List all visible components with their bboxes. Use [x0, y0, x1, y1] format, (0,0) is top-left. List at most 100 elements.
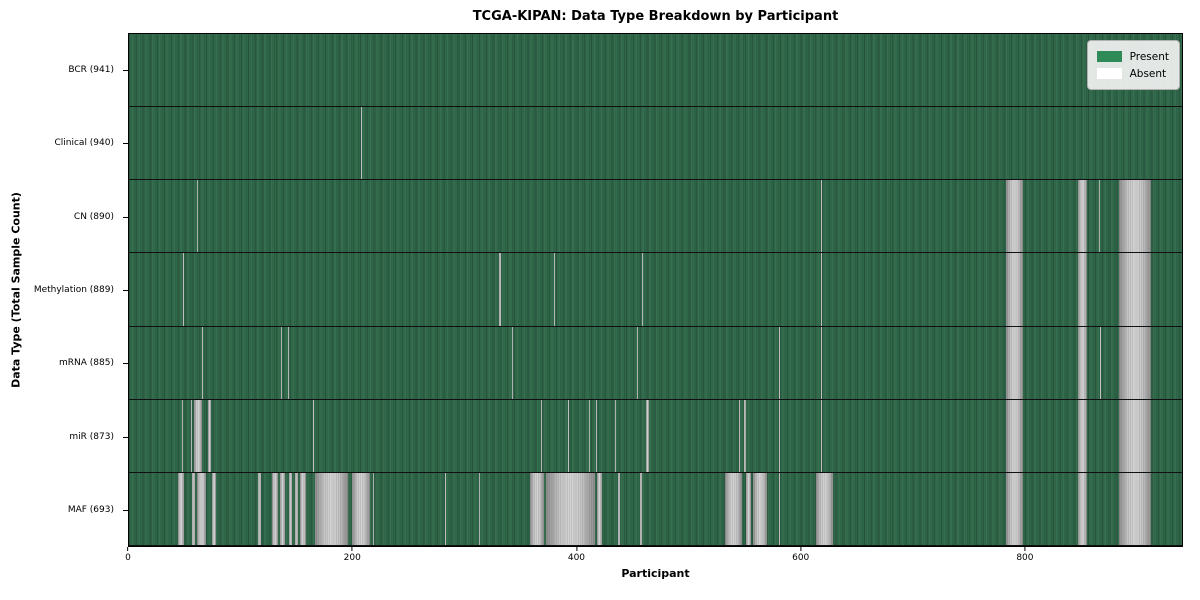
absent-stripe — [281, 326, 283, 399]
absent-stripe — [744, 399, 746, 472]
absent-stripe — [287, 326, 289, 399]
absent-stripe — [360, 107, 362, 180]
y-tick-mark — [123, 363, 128, 365]
y-tick-mark — [123, 216, 128, 218]
x-tick-mark — [351, 547, 353, 551]
absent-stripe — [197, 472, 207, 545]
absent-stripe — [372, 472, 375, 545]
absent-stripe — [820, 253, 822, 326]
y-tick-label: Methylation (889) — [33, 285, 114, 295]
y-tick-mark — [123, 510, 128, 512]
absent-stripe — [1006, 253, 1024, 326]
y-tick-label: mRNA (885) — [59, 358, 114, 369]
absent-stripe — [201, 326, 203, 399]
absent-stripe — [314, 472, 349, 545]
x-tick-labels: 0 200 400 600 800 — [125, 547, 1183, 573]
absent-stripe — [181, 399, 183, 472]
y-tick-label: MAF (693) — [67, 505, 114, 516]
y-tick-label: miR (873) — [69, 431, 114, 442]
heatmap-row-mir — [129, 399, 1182, 473]
x-tick-label: 0 — [125, 553, 131, 563]
heatmap-row-maf — [129, 472, 1182, 546]
legend-label-present: Present — [1129, 50, 1169, 63]
absent-stripe — [479, 472, 481, 545]
heatmap-row-mrna — [129, 326, 1182, 400]
legend-label-absent: Absent — [1129, 67, 1167, 80]
x-tick-mark — [127, 547, 129, 551]
absent-swatch-icon — [1096, 68, 1122, 79]
absent-stripe — [595, 399, 597, 472]
absent-stripe — [779, 472, 781, 545]
x-tick: 600 — [792, 547, 809, 563]
absent-stripe — [540, 399, 542, 472]
absent-stripe — [182, 253, 184, 326]
absent-stripe — [193, 399, 202, 472]
heatmap-row-bcr — [129, 34, 1182, 108]
absent-stripe — [1119, 326, 1151, 399]
y-tick-mark — [123, 290, 128, 291]
absent-stripe — [191, 472, 195, 545]
absent-stripe — [211, 472, 217, 545]
legend-item-absent: Absent — [1096, 65, 1169, 82]
absent-stripe — [554, 253, 556, 326]
heatmap-plot-area — [128, 33, 1183, 547]
absent-stripe — [1006, 399, 1024, 472]
absent-stripe — [1006, 472, 1024, 545]
absent-stripe — [816, 472, 833, 545]
x-tick-label: 200 — [343, 553, 361, 563]
x-tick: 0 — [125, 547, 131, 563]
absent-stripe — [745, 472, 752, 545]
y-tick-mark — [123, 436, 128, 438]
absent-stripe — [1119, 253, 1151, 326]
heatmap-row-clinical — [129, 107, 1182, 181]
x-tick-mark — [575, 547, 577, 551]
x-tick-mark — [800, 547, 802, 551]
absent-stripe — [178, 472, 184, 545]
absent-stripe — [614, 399, 616, 472]
x-tick: 200 — [344, 547, 361, 563]
absent-stripe — [779, 326, 781, 399]
y-tick-mark — [123, 69, 128, 71]
absent-stripe — [641, 253, 643, 326]
absent-stripe — [294, 472, 298, 545]
absent-stripe — [1119, 472, 1151, 545]
absent-stripe — [618, 472, 621, 545]
absent-stripe — [567, 399, 569, 472]
absent-stripe — [1099, 180, 1101, 253]
absent-stripe — [1077, 399, 1087, 472]
absent-stripe — [272, 472, 278, 545]
absent-stripe — [511, 326, 513, 399]
x-axis-label: Participant — [621, 567, 690, 580]
x-tick-label: 600 — [792, 553, 810, 563]
absent-stripe — [820, 326, 822, 399]
absent-stripe — [1077, 253, 1087, 326]
absent-stripe — [779, 399, 781, 472]
y-tick-label: Clinical (940) — [54, 138, 114, 149]
absent-stripe — [645, 399, 650, 472]
absent-stripe — [1006, 326, 1024, 399]
absent-stripe — [351, 472, 370, 545]
absent-stripe — [738, 399, 740, 472]
y-tick-label: BCR (941) — [68, 64, 114, 75]
legend: Present Absent — [1086, 40, 1180, 90]
absent-stripe — [753, 472, 767, 545]
absent-stripe — [529, 472, 545, 545]
x-tick: 400 — [568, 547, 585, 563]
absent-stripe — [1100, 326, 1102, 399]
y-tick-mark — [123, 143, 128, 145]
present-swatch-icon — [1096, 51, 1122, 62]
absent-stripe — [312, 399, 314, 472]
y-tick-labels: BCR (941) Clinical (940) CN (890) Methylati… — [0, 33, 122, 547]
absent-stripe — [300, 472, 306, 545]
absent-stripe — [280, 472, 285, 545]
absent-stripe — [197, 180, 199, 253]
absent-stripe — [725, 472, 743, 545]
absent-stripe — [820, 180, 822, 253]
x-tick-label: 400 — [567, 553, 586, 563]
legend-item-present: Present — [1096, 48, 1169, 65]
y-tick-label: CN (890) — [73, 211, 114, 222]
chart-title: TCGA-KIPAN: Data Type Breakdown by Parti… — [472, 9, 839, 24]
absent-stripe — [596, 472, 603, 545]
y-tick-marks — [123, 33, 128, 547]
